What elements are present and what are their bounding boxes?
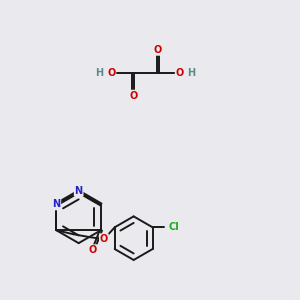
Text: N: N — [52, 200, 60, 209]
Text: O: O — [89, 245, 97, 255]
Text: O: O — [176, 68, 184, 78]
Text: H: H — [95, 68, 104, 78]
Text: N: N — [75, 186, 83, 196]
Text: O: O — [100, 234, 108, 244]
Text: O: O — [154, 45, 162, 55]
Text: Cl: Cl — [168, 222, 179, 232]
Text: O: O — [129, 91, 137, 100]
Text: H: H — [188, 68, 196, 78]
Text: O: O — [107, 68, 116, 78]
